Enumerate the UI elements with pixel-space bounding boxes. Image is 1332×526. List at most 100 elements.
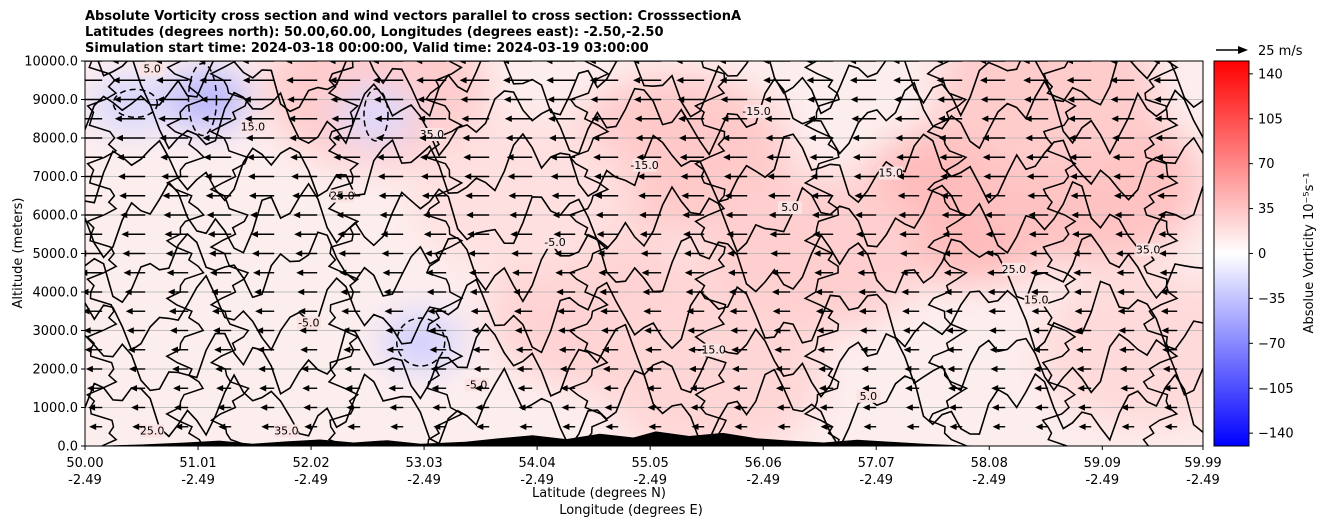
wind-vector [506,154,533,161]
wind-vector [941,211,963,219]
wind-vector [675,61,705,65]
wind-vector [342,327,361,334]
wind-vector [113,96,146,103]
wind-vector [257,346,275,353]
y-tick-label-3: 3000.0 [33,324,79,339]
wind-vector [389,404,404,411]
y-tick-label-2: 2000.0 [33,363,79,378]
wind-vector [727,250,748,257]
x-tick-label-lon-7: -2.49 [859,473,893,488]
wind-vector [1034,385,1049,392]
wind-vector [383,288,404,296]
wind-vector [688,346,705,353]
wind-vector [857,269,877,276]
wind-vector [940,192,963,199]
wind-vector [339,269,361,276]
wind-vector [159,134,189,142]
wind-vector [473,365,490,373]
wind-vector [218,423,232,430]
wind-vector [467,250,490,257]
colorbar: 140 105 70 35 0 −35 −70 −105 −140 Absolue Vortic… [1213,60,1317,447]
negative-contour-2 [395,317,446,367]
wind-vector [1030,269,1049,276]
wind-vector [254,288,275,296]
contour-label-11: -15.0 [697,344,725,357]
wind-vector [462,134,490,142]
wind-vector [285,61,318,65]
wind-vector [174,404,189,411]
wind-vector [1116,269,1135,276]
wind-vector [382,269,404,276]
wind-vector [296,269,318,276]
wind-vector [601,346,619,353]
wind-vector [688,365,705,373]
wind-vector [1031,308,1049,315]
wind-vector [154,61,189,65]
wind-vector [633,96,662,103]
wind-vector [131,404,146,411]
wind-vector [984,211,1006,219]
wind-vector [557,308,576,315]
wind-vector [1075,327,1092,334]
wind-vector [1164,404,1178,411]
wind-vector [433,423,447,430]
wind-vector [459,77,490,84]
wind-vector [730,327,748,334]
wind-vector [430,365,447,373]
wind-vector [894,115,920,122]
wind-vector [547,96,576,103]
wind-vector [989,327,1006,334]
wind-vector [1034,404,1049,411]
wind-vector [115,134,146,142]
wind-vector [767,192,791,199]
wind-vector [415,61,447,65]
wind-vector [376,154,404,161]
wind-vector [979,61,1006,65]
wind-vector [1121,404,1135,411]
colorbar-tick-label-6: −70 [1258,337,1285,352]
wind-vector [173,385,189,392]
contour-vertical-0 [85,61,118,446]
colorbar-tick-label-8: −140 [1258,427,1294,442]
wind-vector [816,327,834,334]
wind-vector [170,346,189,353]
wind-vector [991,385,1006,392]
wind-vector [648,423,662,430]
wind-vector [1072,250,1092,257]
wind-vector [731,346,748,353]
wind-vector [681,192,705,199]
x-tick-label-lat-10: 59.99 [1184,456,1221,471]
x-tick-label-lat-8: 58.08 [971,456,1008,471]
wind-vector [168,308,189,315]
wind-vector [211,308,232,315]
wind-vector [384,308,404,315]
wind-vector [725,211,748,219]
wind-vector [1066,77,1092,84]
contour-label-bg-1 [240,120,265,134]
colorbar-label: Absolue Vorticity 10⁻⁵s⁻¹ [1302,173,1317,334]
wind-vector [1153,77,1178,84]
wind-vector [596,231,619,238]
wind-vector [549,154,576,161]
wind-vector [156,77,189,84]
wind-vector [337,231,361,238]
x-tick-label-lon-3: -2.49 [407,473,441,488]
y-axis-label: Altitude (meters) [11,198,26,309]
y-tick-label-8: 8000.0 [33,132,79,147]
x-tick-label-lat-9: 59.09 [1084,456,1121,471]
contour-label-bg-6 [778,201,803,215]
wind-vector [517,385,533,392]
contour-label-10: -5.0 [298,317,319,330]
wind-vector [127,346,146,353]
wind-vector [899,231,920,238]
wind-vector [719,77,748,84]
wind-vector [303,404,318,411]
y-tick-label-1: 1000.0 [33,401,79,416]
wind-vector [166,269,189,276]
wind-vector [1067,96,1092,103]
wind-vector [897,192,920,199]
wind-vector [117,154,146,161]
wind-vector [246,154,275,161]
vorticity-contours: 5.0 15.0 25.0 35.0 -5.0 -15.0 5.0 15.0 25.0 35.0 -… [85,61,1203,446]
wind-vector [1074,308,1092,315]
